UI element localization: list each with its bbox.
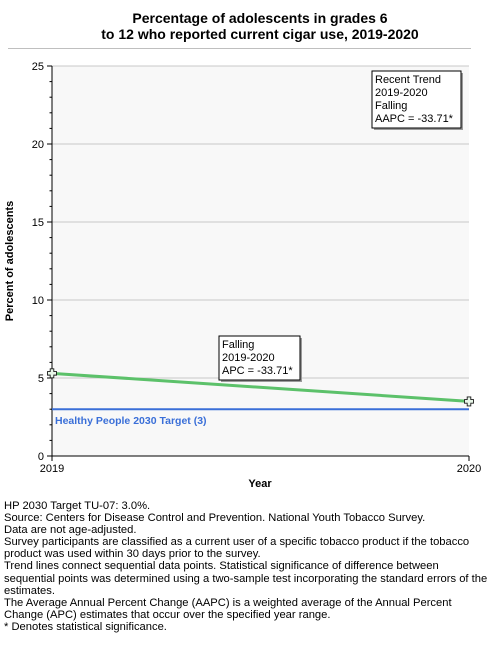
x-axis-ticks: 2019 2020 <box>40 456 481 475</box>
y-axis-ticks: 0 5 10 15 20 25 <box>32 61 52 463</box>
data-point <box>464 396 474 407</box>
footnote-source: Source: Centers for Disease Control and … <box>4 512 426 525</box>
x-tick-label: 2019 <box>40 463 64 475</box>
series-group <box>47 368 474 407</box>
footnote-age-adjusted: Data are not age-adjusted. <box>4 524 137 537</box>
chart-title-line-2: to 12 who reported current cigar use, 20… <box>101 26 419 42</box>
footnote-significance: * Denotes statistical significance. <box>4 620 167 633</box>
y-tick-label: 0 <box>38 451 44 463</box>
series-line <box>51 371 470 403</box>
y-axis-label: Percent of adolescents <box>4 201 16 321</box>
y-tick-label: 15 <box>32 217 44 229</box>
y-tick-label: 25 <box>32 61 44 73</box>
y-tick-label: 20 <box>32 139 44 151</box>
annotation-line: AAPC = -33.71* <box>375 113 454 125</box>
annotation-box <box>218 335 301 381</box>
target-label: Healthy People 2030 Target (3) <box>55 415 207 427</box>
footnote-trend-lines: Trend lines connect sequential data poin… <box>4 560 488 597</box>
footnotes: HP 2030 Target TU-07: 3.0%. Source: Cent… <box>4 500 490 633</box>
annotation-line: Recent Trend <box>375 74 441 86</box>
line-chart: 0 5 10 15 20 25 2019 2020 Healthy People 2030 … <box>4 61 481 490</box>
grid-lines <box>52 65 469 379</box>
chart-title: Percentage of adolescents in grades 6 to… <box>0 10 491 42</box>
annotation-line: 2019-2020 <box>375 87 428 99</box>
title-divider <box>8 48 471 49</box>
x-tick-label: 2020 <box>457 463 481 475</box>
annotation-line: APC = -33.71* <box>222 365 293 377</box>
annotation-line: 2019-2020 <box>222 352 275 364</box>
footnote-definition: Survey participants are classified as a … <box>4 536 470 561</box>
annotation-line: Falling <box>222 339 254 351</box>
data-point <box>47 368 57 379</box>
x-axis-label: Year <box>248 478 272 490</box>
footnote-aapc: The Average Annual Percent Change (AAPC)… <box>4 596 452 621</box>
plot-area <box>52 66 469 456</box>
annotation-box <box>371 70 462 129</box>
footnote-target: HP 2030 Target TU-07: 3.0%. <box>4 500 151 512</box>
y-tick-label: 10 <box>32 295 44 307</box>
annotation-line: Falling <box>375 100 407 112</box>
y-tick-label: 5 <box>38 373 44 385</box>
chart-title-line-1: Percentage of adolescents in grades 6 <box>132 10 388 26</box>
